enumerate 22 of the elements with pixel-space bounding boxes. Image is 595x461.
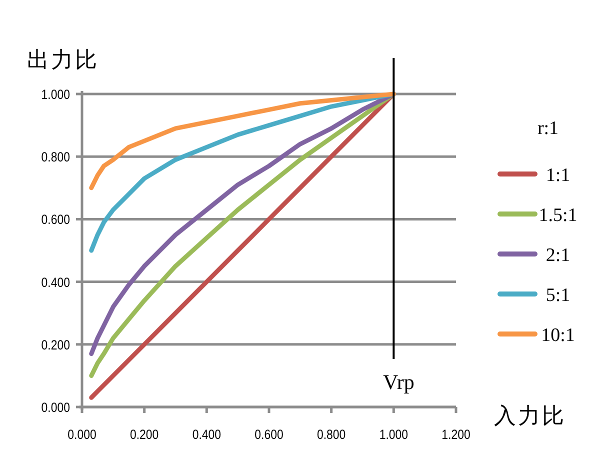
legend-label: 10:1 bbox=[541, 325, 575, 346]
legend-label: 5:1 bbox=[546, 285, 570, 306]
y-axis-title: 出力比 bbox=[27, 47, 99, 72]
y-tick-label: 0.000 bbox=[41, 400, 70, 416]
legend-title: r:1 bbox=[537, 118, 559, 139]
x-tick-label: 0.800 bbox=[316, 427, 346, 442]
x-tick-label: 0.400 bbox=[192, 427, 222, 442]
x-tick-label: 0.600 bbox=[254, 427, 284, 442]
legend-label: 1:1 bbox=[546, 165, 570, 186]
x-tick-label: 0.200 bbox=[130, 427, 159, 442]
x-tick-label: 0.000 bbox=[68, 427, 96, 442]
y-tick-label: 0.200 bbox=[41, 338, 70, 353]
legend-label: 1.5:1 bbox=[538, 205, 578, 226]
y-tick-label: 0.800 bbox=[41, 150, 70, 165]
y-tick-label: 0.400 bbox=[41, 274, 70, 290]
x-tick-label: 1.000 bbox=[379, 427, 408, 442]
ref-line-label: Vrp bbox=[382, 370, 414, 394]
legend-label: 2:1 bbox=[546, 245, 570, 266]
y-tick-label: 0.600 bbox=[41, 212, 70, 228]
y-tick-label: 1.000 bbox=[41, 87, 70, 102]
x-tick-label: 1.200 bbox=[442, 427, 470, 442]
x-axis-title: 入力比 bbox=[494, 403, 566, 428]
